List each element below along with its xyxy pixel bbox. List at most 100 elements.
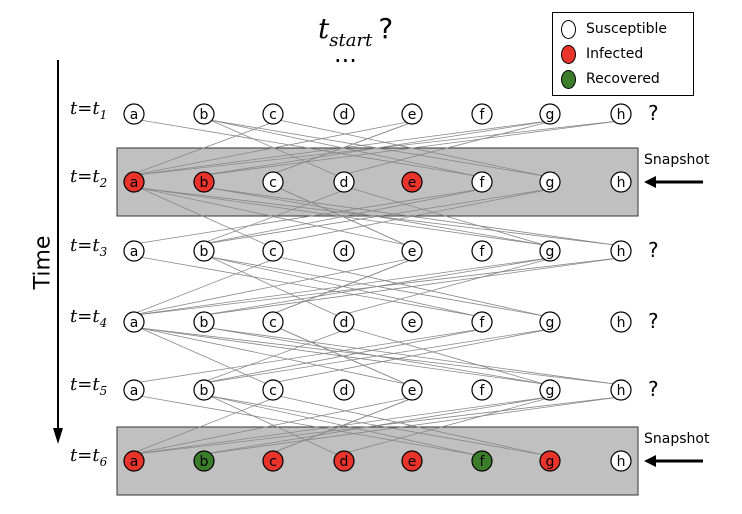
node-label: e	[408, 383, 417, 399]
node-f	[471, 171, 493, 193]
row-time-label: t=t3	[70, 235, 107, 259]
node-label: a	[130, 107, 139, 123]
time-axis-label: Time	[30, 235, 56, 290]
node-label: c	[269, 383, 277, 399]
node-label: g	[546, 175, 555, 191]
row-time-label-sub: 1	[99, 108, 108, 122]
node-label: h	[617, 315, 626, 331]
node-label: c	[269, 454, 277, 470]
node-label: h	[617, 454, 626, 470]
node-e	[401, 379, 423, 401]
node-label: d	[340, 454, 349, 470]
row-time-label-sub: 5	[99, 384, 108, 398]
node-label: f	[480, 175, 486, 191]
node-h	[610, 379, 632, 401]
t-start-sub: start	[329, 30, 373, 51]
unknown-state-marker: ?	[648, 309, 659, 333]
contact-edge	[127, 256, 419, 317]
contact-edge	[127, 187, 489, 246]
node-h	[610, 311, 632, 333]
contact-edge	[197, 327, 489, 385]
node-d	[333, 171, 355, 193]
legend-label-recovered: Recovered	[586, 71, 660, 87]
node-e	[401, 103, 423, 125]
node-label: c	[269, 315, 277, 331]
node-label: e	[408, 244, 417, 260]
contact-edge	[139, 119, 477, 177]
node-label: g	[546, 383, 555, 399]
node-label: e	[408, 175, 417, 191]
node-d	[333, 240, 355, 262]
node-c	[262, 103, 284, 125]
contact-edge	[127, 256, 628, 317]
node-label: a	[130, 383, 139, 399]
node-f	[471, 240, 493, 262]
node-label: a	[130, 454, 139, 470]
contact-edge	[127, 395, 419, 456]
node-b	[193, 240, 215, 262]
node-h	[610, 240, 632, 262]
contact-edge	[139, 395, 477, 456]
row-time-label: t=t1	[70, 98, 108, 122]
node-label: e	[408, 454, 417, 470]
node-f	[471, 311, 493, 333]
node-label: c	[269, 175, 277, 191]
node-label: b	[200, 175, 209, 191]
contact-edge	[337, 395, 557, 456]
row-time-label-sub: 2	[99, 176, 108, 190]
node-f	[471, 103, 493, 125]
contact-edge	[349, 327, 545, 385]
node-a	[123, 171, 145, 193]
node-a	[123, 379, 145, 401]
node-b	[193, 311, 215, 333]
susceptible-swatch-icon	[561, 19, 576, 39]
node-label: g	[546, 107, 555, 123]
node-label: a	[130, 315, 139, 331]
node-f	[471, 379, 493, 401]
node-label: b	[200, 107, 209, 123]
t-start-question: ?	[378, 12, 394, 45]
legend-label-infected: Infected	[586, 46, 644, 62]
time-arrow-head-icon	[53, 428, 63, 444]
node-label: e	[408, 107, 417, 123]
contact-edge	[139, 327, 407, 385]
contact-edge	[139, 256, 477, 317]
node-label: d	[340, 244, 349, 260]
node-g	[539, 240, 561, 262]
node-label: e	[408, 315, 417, 331]
row-time-label-sub: 6	[99, 455, 108, 469]
node-label: b	[200, 315, 209, 331]
node-d	[333, 450, 355, 472]
node-label: h	[617, 107, 626, 123]
node-label: b	[200, 454, 209, 470]
node-a	[123, 311, 145, 333]
node-c	[262, 240, 284, 262]
legend: Susceptible Infected Recovered	[552, 12, 694, 96]
node-g	[539, 171, 561, 193]
node-label: h	[617, 175, 626, 191]
node-g	[539, 311, 561, 333]
contact-edge	[278, 256, 545, 317]
ellipsis: ...	[334, 40, 357, 68]
legend-item-infected: Infected	[561, 44, 643, 64]
contact-edge	[209, 119, 477, 177]
node-d	[333, 379, 355, 401]
snapshot-label: Snapshot	[644, 152, 710, 168]
node-label: d	[340, 383, 349, 399]
contact-edge	[139, 187, 407, 246]
node-label: g	[546, 454, 555, 470]
contact-edge	[127, 119, 628, 177]
node-label: c	[269, 244, 277, 260]
node-h	[610, 450, 632, 472]
node-h	[610, 103, 632, 125]
node-e	[401, 171, 423, 193]
t-start-title: tstart?	[318, 12, 394, 51]
node-label: f	[480, 107, 486, 123]
row-time-label-main: t=t	[70, 445, 100, 466]
node-c	[262, 450, 284, 472]
snapshot-arrow-icon	[644, 176, 656, 188]
node-e	[401, 311, 423, 333]
node-a	[123, 103, 145, 125]
contact-edge	[127, 119, 419, 177]
